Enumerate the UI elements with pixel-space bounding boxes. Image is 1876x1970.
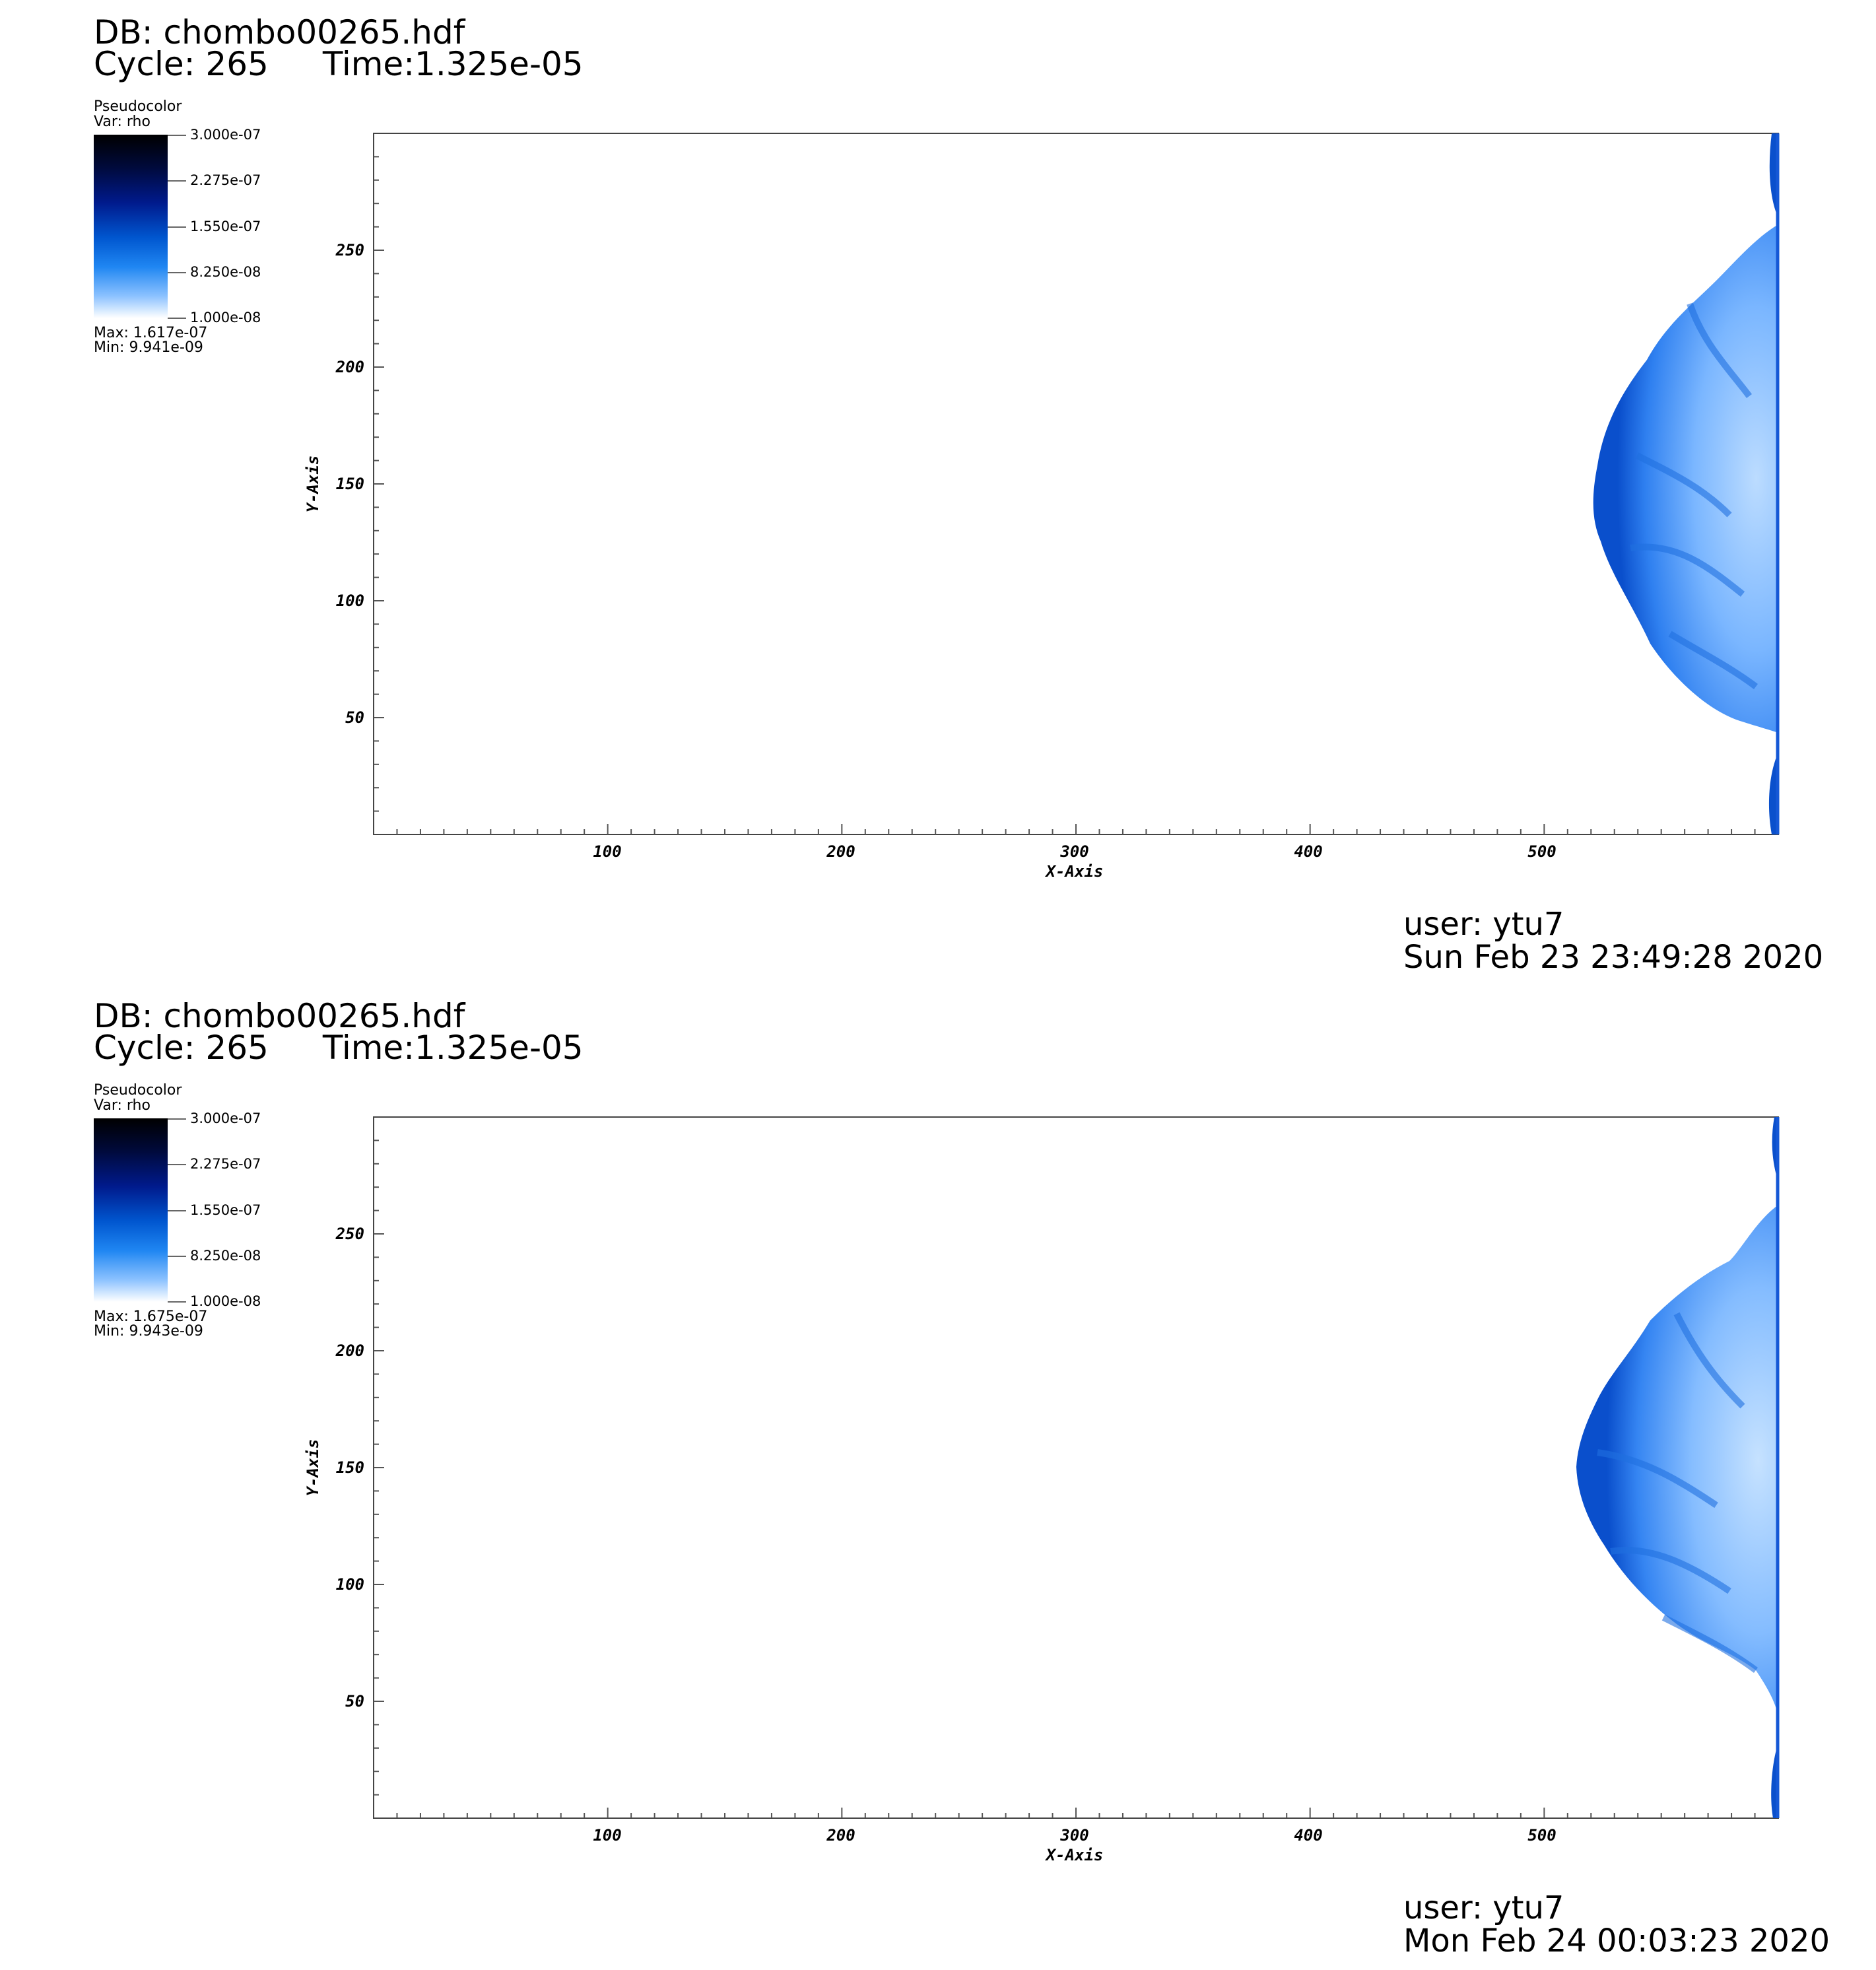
- x-axis-label: X-Axis: [1045, 1846, 1104, 1864]
- colorbar-tick-mark: [168, 226, 186, 228]
- plot-panel-1: DB: chombo00265.hdf Cycle: 265 Time:1.325…: [0, 0, 1876, 984]
- colorbar-tick-mark: [168, 1210, 186, 1211]
- colorbar-tick-mark: [168, 180, 186, 182]
- time-label: Time:1.325e-05: [322, 45, 584, 83]
- y-tick-label: 50: [345, 1692, 364, 1711]
- density-filament: [1597, 1312, 1758, 1674]
- y-tick-label: 250: [335, 1225, 364, 1243]
- colorbar-tick-mark: [168, 272, 186, 273]
- cycle-label: Cycle: 265: [94, 45, 269, 83]
- plot-area: 100 200 300 400 500 50 100 150 200 250 X…: [304, 1116, 1780, 1864]
- y-axis-label: Y-Axis: [304, 456, 322, 513]
- legend-title: Pseudocolor: [94, 98, 182, 115]
- user-label: user: ytu7: [1403, 1889, 1564, 1926]
- colorbar-tick-mark: [168, 318, 186, 319]
- y-tick-label: 250: [335, 241, 364, 259]
- colorbar-tick-label: 3.000e-07: [190, 1110, 261, 1126]
- date-label: Sun Feb 23 23:49:28 2020: [1403, 939, 1824, 976]
- colorbar-tick-mark: [168, 1164, 186, 1165]
- user-label: user: ytu7: [1403, 906, 1564, 943]
- density-filament: [1630, 302, 1758, 690]
- x-tick-label: 100: [593, 842, 621, 861]
- y-tick-label: 150: [336, 1458, 364, 1477]
- y-tick-label: 100: [336, 1575, 364, 1594]
- db-label: DB: chombo00265.hdf: [94, 13, 465, 51]
- x-tick-label: 100: [593, 1826, 621, 1845]
- colorbar-tick-mark: [168, 1118, 186, 1120]
- y-tick-label: 50: [345, 708, 364, 727]
- colorbar: [94, 1118, 168, 1302]
- colorbar-tick-mark: [168, 1301, 186, 1303]
- colorbar-tick-mark: [168, 135, 186, 136]
- density-edge-bottom: [1768, 753, 1778, 834]
- cycle-time-line: Cycle: 265 Time:1.325e-05: [94, 1031, 584, 1064]
- legend-min: Min: 9.943e-09: [94, 1323, 203, 1340]
- colorbar-tick-label: 1.000e-08: [190, 310, 261, 325]
- colorbar-tick-label: 1.550e-07: [190, 219, 261, 234]
- x-tick-label: 200: [826, 1826, 855, 1845]
- legend-var: Var: rho: [94, 114, 151, 130]
- colorbar-tick-label: 2.275e-07: [190, 172, 261, 188]
- colorbar-tick-mark: [168, 1256, 186, 1257]
- x-tick-label: 500: [1527, 842, 1556, 861]
- colorbar-tick-label: 3.000e-07: [190, 127, 261, 143]
- colorbar-tick-label: 2.275e-07: [190, 1156, 261, 1172]
- y-tick-label: 200: [335, 1342, 364, 1360]
- y-tick-label: 150: [336, 475, 364, 493]
- x-tick-label: 300: [1059, 1826, 1089, 1845]
- colorbar: [94, 135, 168, 318]
- legend-max: Max: 1.675e-07: [94, 1308, 208, 1325]
- x-tick-label: 200: [826, 842, 855, 861]
- legend-min: Min: 9.941e-09: [94, 339, 203, 356]
- legend-var: Var: rho: [94, 1097, 151, 1114]
- plot-area: 100 200 300 400 500 50 100 150 200 250 X…: [304, 133, 1780, 881]
- x-axis-label: X-Axis: [1045, 862, 1104, 881]
- x-tick-label: 300: [1059, 842, 1089, 861]
- db-label: DB: chombo00265.hdf: [94, 997, 465, 1035]
- colorbar-tick-label: 8.250e-08: [190, 264, 261, 280]
- x-tick-label: 400: [1294, 842, 1322, 861]
- x-tick-label: 400: [1294, 1826, 1322, 1845]
- legend-title: Pseudocolor: [94, 1082, 182, 1099]
- time-label: Time:1.325e-05: [322, 1029, 584, 1067]
- y-axis-label: Y-Axis: [304, 1439, 322, 1497]
- date-label: Mon Feb 24 00:03:23 2020: [1403, 1922, 1830, 1959]
- colorbar-tick-label: 8.250e-08: [190, 1248, 261, 1264]
- plot-frame: [373, 133, 1779, 835]
- colorbar-tick-label: 1.000e-08: [190, 1293, 261, 1309]
- x-tick-label: 500: [1527, 1826, 1556, 1845]
- plot-frame: [373, 1116, 1779, 1819]
- legend-max: Max: 1.617e-07: [94, 325, 208, 341]
- cycle-time-line: Cycle: 265 Time:1.325e-05: [94, 48, 584, 81]
- cycle-label: Cycle: 265: [94, 1029, 269, 1067]
- y-tick-label: 100: [336, 592, 364, 610]
- plot-panel-2: DB: chombo00265.hdf Cycle: 265 Time:1.325…: [0, 984, 1876, 1967]
- y-tick-label: 200: [335, 358, 364, 376]
- colorbar-tick-label: 1.550e-07: [190, 1202, 261, 1218]
